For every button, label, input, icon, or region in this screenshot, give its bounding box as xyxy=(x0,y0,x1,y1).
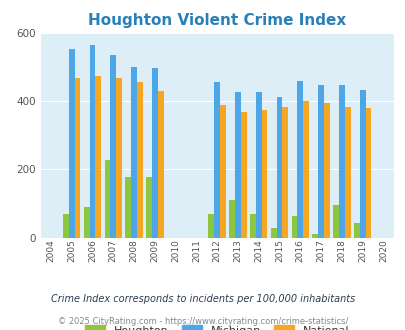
Bar xyxy=(104,160,110,238)
Bar xyxy=(364,108,371,238)
Bar xyxy=(229,200,234,238)
Bar xyxy=(311,234,318,238)
Bar xyxy=(333,205,338,238)
Bar xyxy=(353,223,359,238)
Bar xyxy=(75,78,80,238)
Bar xyxy=(220,105,225,238)
Text: © 2025 CityRating.com - https://www.cityrating.com/crime-statistics/: © 2025 CityRating.com - https://www.city… xyxy=(58,317,347,326)
Bar xyxy=(116,78,122,238)
Bar xyxy=(344,107,350,238)
Bar xyxy=(83,207,90,238)
Bar xyxy=(240,113,246,238)
Bar xyxy=(90,45,95,238)
Text: Crime Index corresponds to incidents per 100,000 inhabitants: Crime Index corresponds to incidents per… xyxy=(51,294,354,304)
Bar xyxy=(338,85,344,238)
Bar xyxy=(255,92,261,238)
Bar xyxy=(131,67,136,238)
Bar xyxy=(282,107,288,238)
Bar xyxy=(234,92,240,238)
Bar xyxy=(323,103,329,238)
Bar xyxy=(359,90,364,238)
Bar xyxy=(63,214,69,238)
Bar xyxy=(270,228,276,238)
Bar xyxy=(261,110,267,238)
Bar xyxy=(110,55,116,238)
Bar xyxy=(297,82,303,238)
Bar xyxy=(158,91,163,238)
Bar xyxy=(249,214,255,238)
Bar xyxy=(276,97,282,238)
Bar xyxy=(291,216,297,238)
Bar xyxy=(151,68,158,238)
Bar xyxy=(125,177,131,238)
Bar xyxy=(136,82,143,238)
Bar xyxy=(69,49,75,238)
Bar xyxy=(95,76,101,238)
Bar xyxy=(146,177,151,238)
Title: Houghton Violent Crime Index: Houghton Violent Crime Index xyxy=(88,13,345,28)
Bar xyxy=(214,82,220,238)
Bar xyxy=(318,85,323,238)
Bar xyxy=(208,214,214,238)
Bar xyxy=(303,101,308,238)
Legend: Houghton, Michigan, National: Houghton, Michigan, National xyxy=(80,321,353,330)
